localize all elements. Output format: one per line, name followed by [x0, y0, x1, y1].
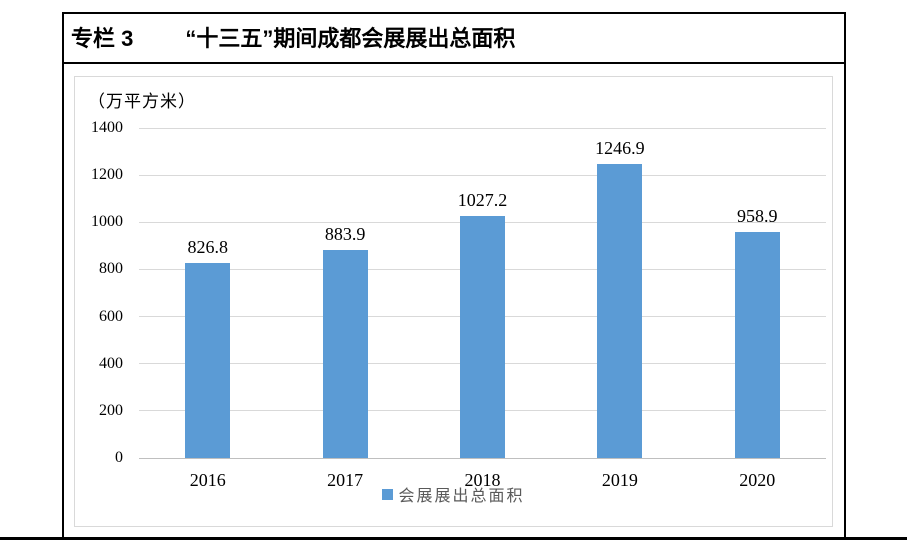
- x-tick-label-2020: 2020: [739, 470, 776, 490]
- gridline-1400: [139, 127, 826, 129]
- page-bottom-rule: [0, 537, 907, 540]
- bar-value-label-2016: 826.8: [187, 237, 228, 258]
- bar-2018: [460, 215, 505, 458]
- bar-value-label-2018: 1027.2: [457, 189, 508, 210]
- y-tick-label-0: 0: [115, 449, 123, 466]
- bar-2017: [322, 249, 368, 458]
- bar-2019: [597, 164, 643, 458]
- gridline-0: [139, 457, 826, 459]
- bar-2020: [734, 231, 780, 458]
- y-tick-label-200: 200: [99, 401, 123, 419]
- x-tick-label-2016: 2016: [189, 470, 226, 490]
- plot-area: 826.8 2016 883.9 2017 1027.2 2018 1246.9 2019 95…: [139, 127, 826, 490]
- bar-value-label-2019: 1246.9: [595, 138, 645, 159]
- gridline-1200: [139, 174, 826, 176]
- y-tick-label-1400: 1400: [91, 119, 123, 136]
- y-tick-label-400: 400: [99, 354, 123, 372]
- chart-legend: 会展展出总面积: [75, 485, 832, 505]
- legend-label: 会展展出总面积: [398, 488, 525, 505]
- panel-title-bar: 专栏 3 “十三五”期间成都会展展出总面积: [62, 12, 846, 64]
- y-tick-label-1200: 1200: [91, 166, 123, 184]
- bar-value-label-2017: 883.9: [324, 223, 366, 244]
- y-tick-label-800: 800: [99, 260, 123, 278]
- x-tick-label-2019: 2019: [601, 470, 638, 490]
- y-axis-unit-label: （万平方米）: [88, 92, 196, 111]
- bar-value-label-2020: 958.9: [737, 205, 778, 226]
- y-tick-label-600: 600: [99, 307, 123, 325]
- x-tick-label-2018: 2018: [464, 470, 501, 490]
- legend-marker-icon: [382, 488, 394, 500]
- y-tick-label-1000: 1000: [91, 213, 123, 231]
- panel-title-prefix: 专栏 3: [71, 26, 134, 51]
- bar-2016: [185, 263, 231, 458]
- x-tick-label-2017: 2017: [327, 470, 364, 490]
- chart-area: （万平方米） 826.8 2016 883.9 2017 1027.2 2018 1246.…: [74, 76, 833, 527]
- panel-title: “十三五”期间成都会展展出总面积: [185, 26, 516, 51]
